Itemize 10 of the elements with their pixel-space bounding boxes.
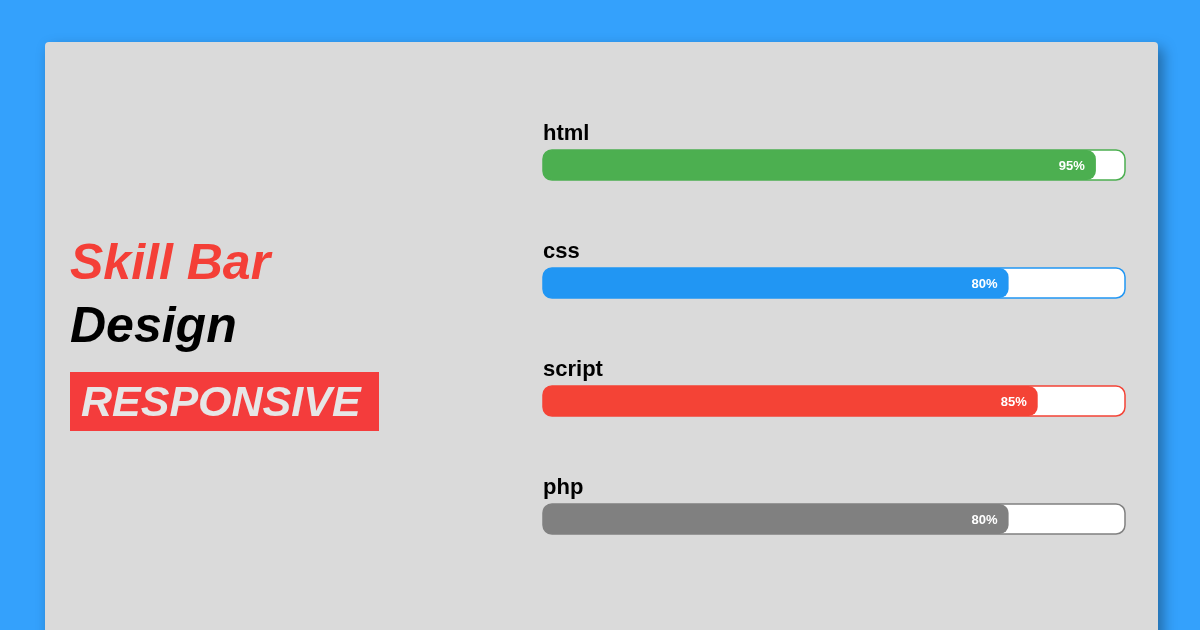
data-label: 80% [971, 275, 999, 291]
text: Skill Bar Design [70, 233, 271, 355]
y-tick-label: php [543, 473, 584, 499]
y-tick-label: script [543, 355, 604, 381]
data-label: 95% [1058, 157, 1086, 173]
data-label: 85% [1000, 393, 1028, 409]
y-tick-label: html [543, 119, 590, 145]
data-label: 80% [971, 511, 999, 527]
y-tick-label: css [543, 237, 580, 263]
text: RESPONSIVE [70, 372, 379, 431]
